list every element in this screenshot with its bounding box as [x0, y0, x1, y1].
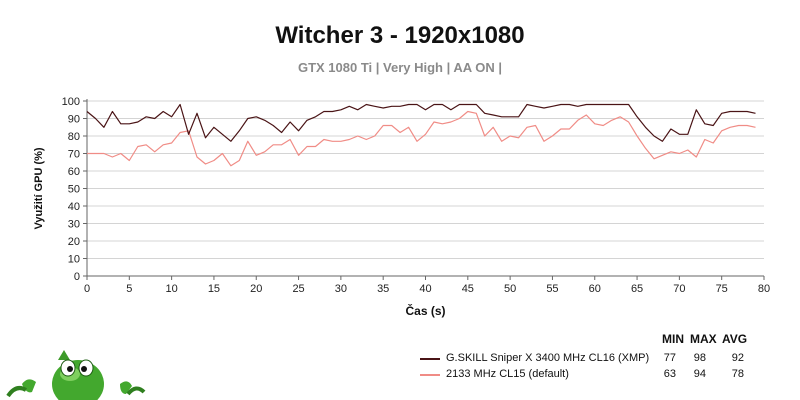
x-tick-label: 15	[208, 283, 220, 295]
y-tick-label: 30	[68, 219, 80, 231]
series-line-default	[87, 110, 756, 167]
legend-row-gskill: G.SKILL Sniper X 3400 MHz CL16 (XMP) 77 …	[418, 352, 758, 366]
legend-row-default: 2133 MHz CL15 (default) 63 94 78	[418, 368, 758, 382]
x-axis-label: Čas (s)	[405, 303, 445, 318]
legend-header-avg: AVG	[722, 332, 748, 346]
x-tick-label: 25	[292, 283, 304, 295]
legend-swatch-gskill	[420, 358, 440, 360]
x-tick-label: 45	[462, 283, 474, 295]
y-tick-label: 0	[74, 271, 80, 283]
legend-min-default: 63	[663, 368, 676, 380]
y-tick-label: 10	[68, 254, 80, 266]
x-tick-label: 60	[589, 283, 601, 295]
y-tick-label: 80	[68, 131, 80, 143]
x-tick-label: 20	[250, 283, 262, 295]
legend-swatch-default	[420, 374, 440, 376]
x-tick-label: 5	[126, 283, 132, 295]
legend-min-gskill: 77	[663, 352, 676, 364]
legend-label-gskill: G.SKILL Sniper X 3400 MHz CL16 (XMP)	[446, 352, 650, 364]
chart-title: Witcher 3 - 1920x1080	[275, 22, 525, 49]
legend-max-gskill: 98	[693, 352, 706, 364]
x-tick-label: 75	[716, 283, 728, 295]
y-tick-label: 60	[68, 166, 80, 178]
y-tick-label: 70	[68, 149, 80, 161]
x-tick-label: 40	[419, 283, 431, 295]
series-line-gskill	[86, 103, 756, 142]
x-tick-label: 70	[673, 283, 685, 295]
x-tick-label: 35	[377, 283, 389, 295]
y-tick-label: 40	[68, 201, 80, 213]
chart-subtitle: GTX 1080 Ti | Very High | AA ON |	[297, 60, 503, 75]
legend-avg-gskill: 92	[731, 352, 744, 364]
y-axis-label: Využití GPU (%)	[33, 147, 45, 229]
x-tick-label: 65	[631, 283, 643, 295]
legend-label-default: 2133 MHz CL15 (default)	[446, 368, 569, 380]
x-tick-label: 0	[84, 283, 90, 295]
y-tick-label: 100	[62, 96, 80, 108]
legend-avg-default: 78	[731, 368, 744, 380]
y-tick-label: 50	[68, 184, 80, 196]
y-tick-label: 90	[68, 114, 80, 126]
y-tick-label: 20	[68, 236, 80, 248]
mascot-icon	[6, 350, 146, 400]
x-tick-label: 10	[166, 283, 178, 295]
x-tick-label: 55	[546, 283, 558, 295]
legend-header-min: MIN	[662, 332, 684, 346]
x-tick-label: 50	[504, 283, 516, 295]
x-tick-label: 80	[758, 283, 770, 295]
legend-max-default: 94	[693, 368, 706, 380]
x-tick-label: 30	[335, 283, 347, 295]
legend-header-max: MAX	[690, 332, 717, 346]
